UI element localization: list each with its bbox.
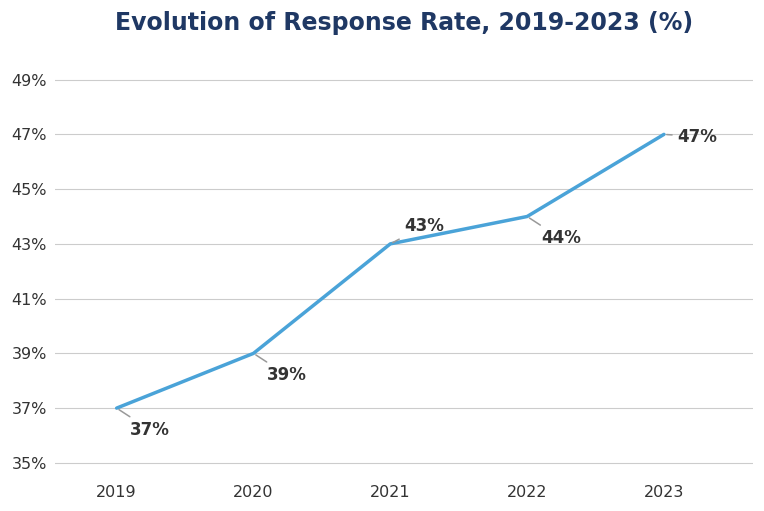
Text: 37%: 37% — [119, 410, 170, 439]
Text: 47%: 47% — [667, 128, 717, 146]
Title: Evolution of Response Rate, 2019-2023 (%): Evolution of Response Rate, 2019-2023 (%… — [115, 11, 693, 35]
Text: 44%: 44% — [529, 218, 581, 247]
Text: 39%: 39% — [256, 355, 307, 384]
Text: 43%: 43% — [393, 217, 444, 243]
